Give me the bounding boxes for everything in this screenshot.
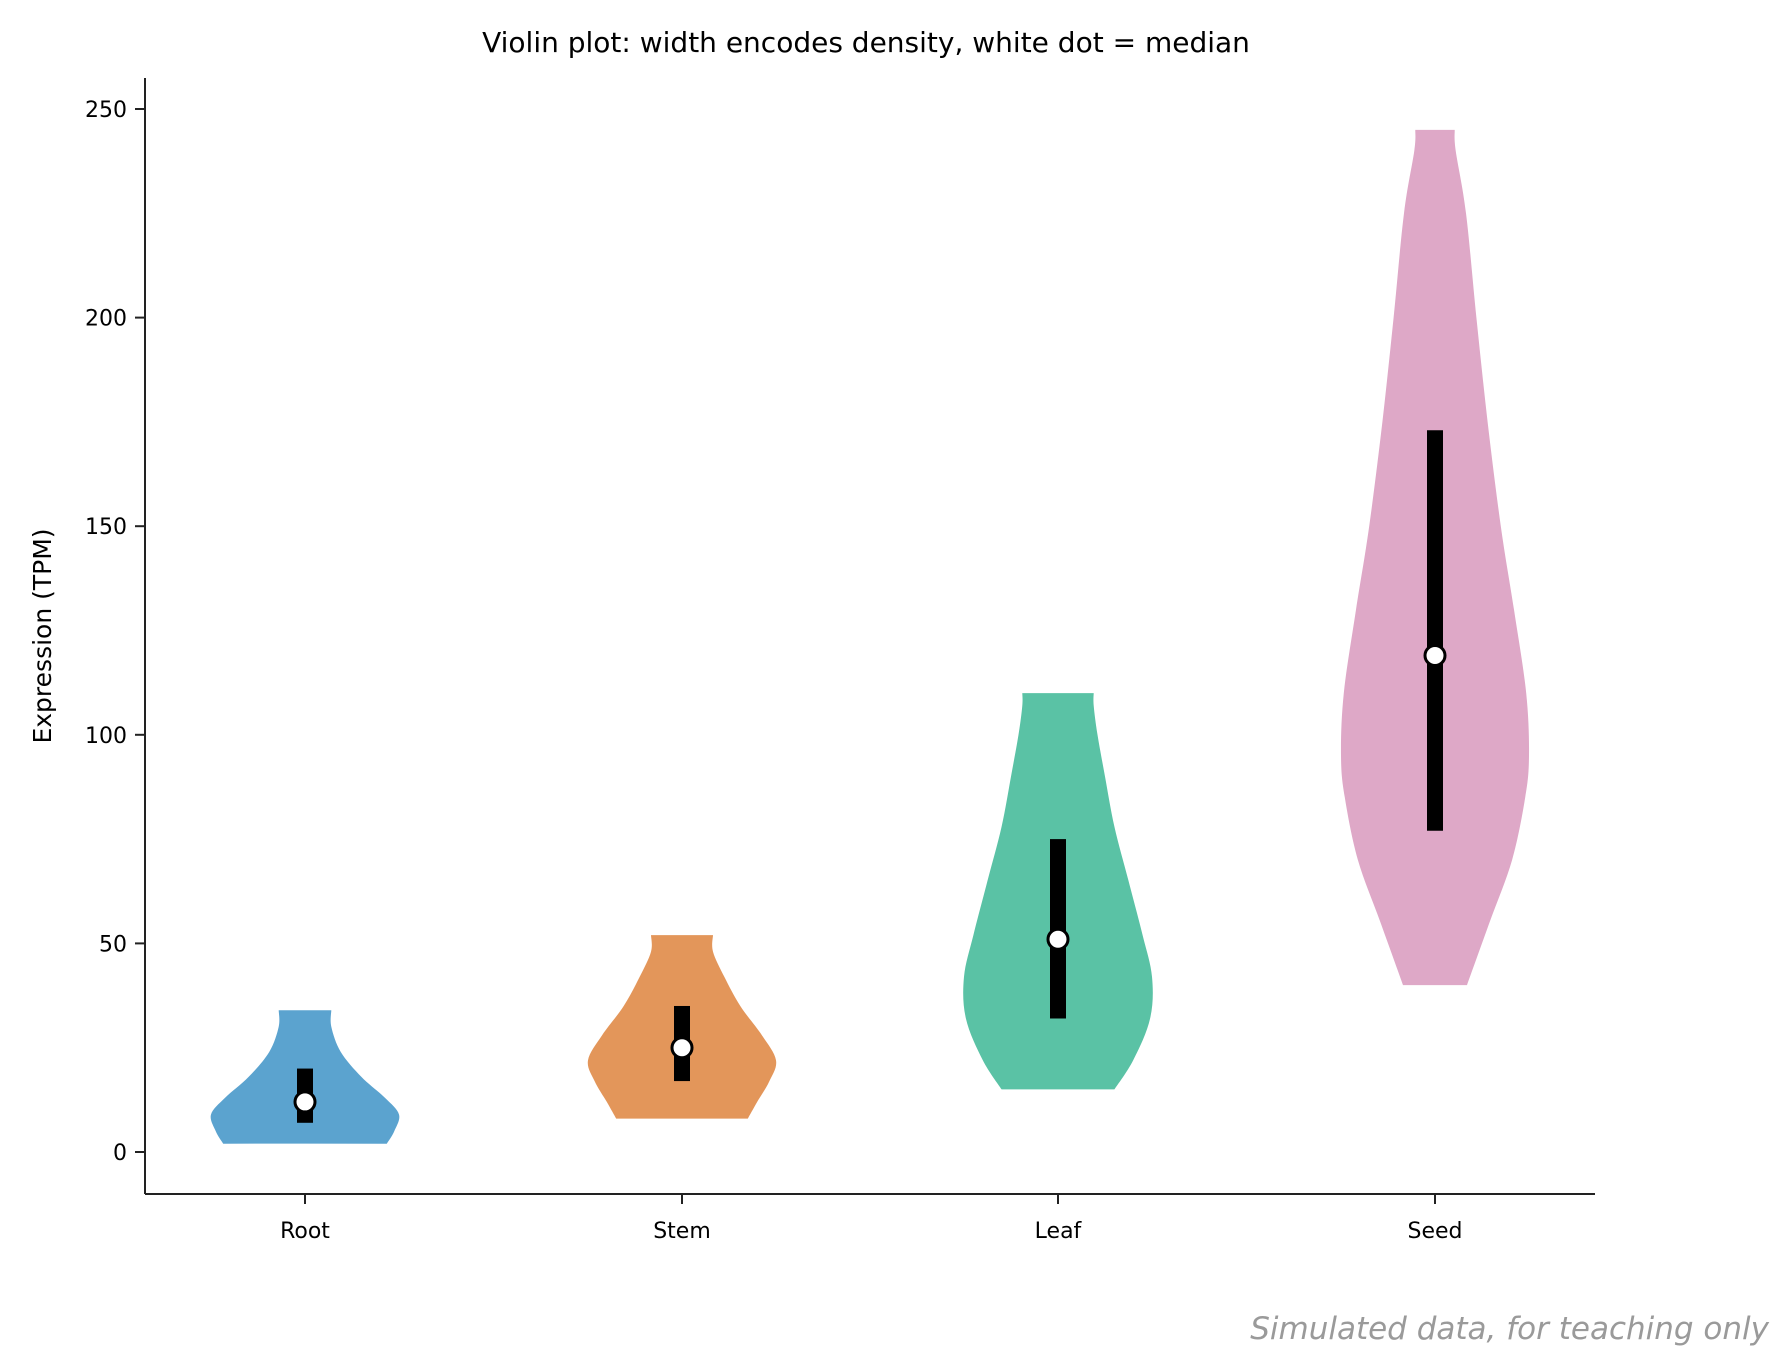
axes xyxy=(144,78,1595,1195)
median-dot-seed xyxy=(1423,644,1447,668)
x-tick-label-root: Root xyxy=(280,1219,330,1244)
y-tick-label: 200 xyxy=(85,307,127,332)
median-dot-root xyxy=(293,1090,317,1114)
violins-layer xyxy=(210,129,1530,1144)
footnote: Simulated data, for teaching only xyxy=(1250,1311,1769,1347)
y-tick-label: 100 xyxy=(85,724,127,749)
y-tick-label: 50 xyxy=(99,932,127,957)
y-ticks: 0 50 100 150 200 250 xyxy=(85,98,145,1166)
x-ticks: Root Stem Leaf Seed xyxy=(280,1194,1463,1244)
y-axis-label: Expression (TPM) xyxy=(28,528,57,743)
iqr-bar-seed xyxy=(1427,430,1443,831)
y-tick-label: 0 xyxy=(113,1141,127,1166)
median-dot-leaf xyxy=(1046,927,1070,951)
x-tick-label-stem: Stem xyxy=(653,1219,711,1244)
x-tick-label-seed: Seed xyxy=(1408,1219,1463,1244)
chart-title: Violin plot: width encodes density, whit… xyxy=(482,26,1250,59)
y-tick-label: 250 xyxy=(85,98,127,123)
x-tick-label-leaf: Leaf xyxy=(1035,1219,1083,1244)
median-dot-stem xyxy=(670,1036,694,1060)
y-tick-label: 150 xyxy=(85,515,127,540)
